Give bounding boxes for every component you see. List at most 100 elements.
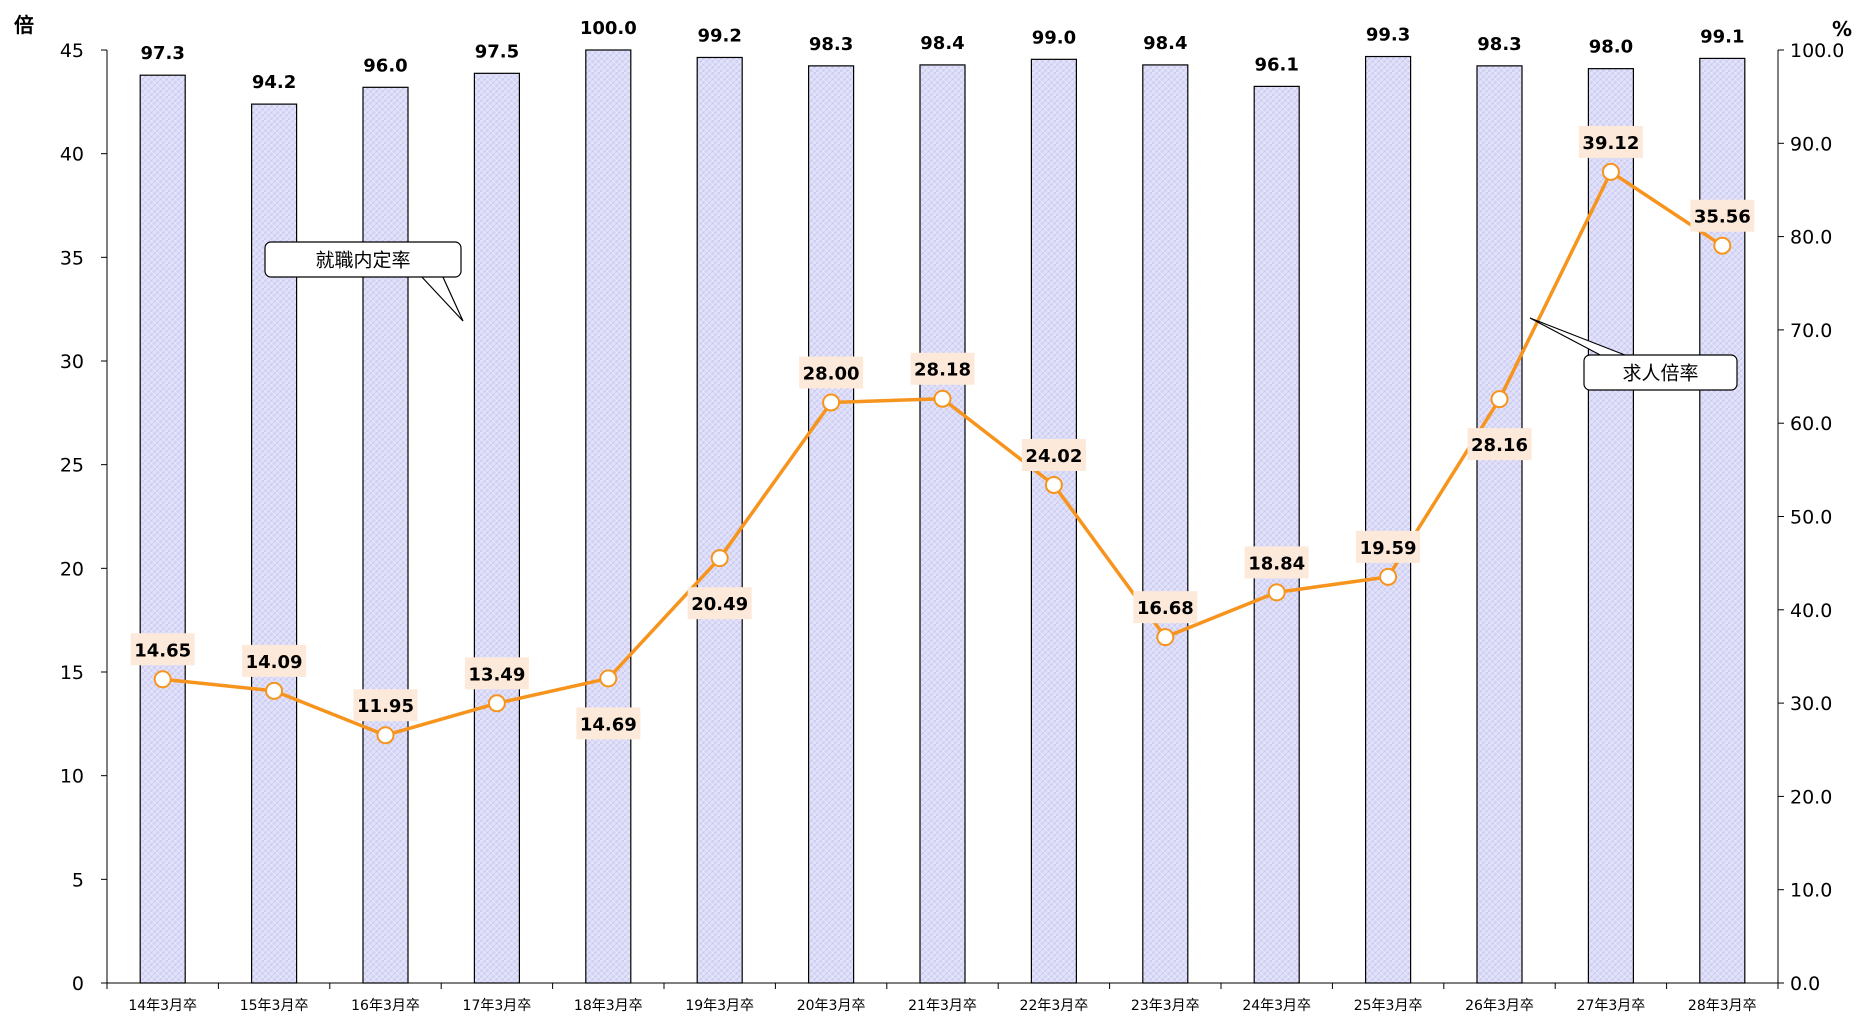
axes: 0 5 10 15 20 25 30 35 40 45 0.0 10.0 20.0 30.0 40.0 50.… [14,13,1852,1014]
line-value-label: 19.59 [1360,538,1417,559]
line-value-label: 16.68 [1137,598,1194,619]
left-tick-label: 5 [72,869,84,891]
line-point [933,389,952,408]
line-label-box [1467,428,1532,461]
line-value-label: 24.02 [1025,446,1082,467]
line-value-label: 14.09 [246,652,303,673]
right-tick-label: 50.0 [1790,507,1832,529]
left-tick-label: 25 [60,455,84,477]
right-tick-label: 10.0 [1790,880,1832,902]
bar-value-label: 99.2 [697,25,741,46]
line-value-label: 28.18 [914,360,971,381]
line-point [376,726,395,745]
line-value-label: 14.69 [580,714,637,735]
line-series-callout-text: 求人倍率 [1622,363,1698,385]
line-label-box [1578,125,1643,158]
x-tick-label: 19年3月卒 [685,998,754,1014]
left-tick-label: 15 [60,662,84,684]
x-tick-label: 17年3月卒 [463,998,532,1014]
right-tick-label: 20.0 [1790,786,1832,808]
x-tick-label: 24年3月卒 [1242,998,1311,1014]
line-point [487,694,506,713]
bar-14年3月卒 [139,74,186,984]
left-tick-label: 40 [60,144,84,166]
right-tick-label: 30.0 [1790,693,1832,715]
x-tick-label: 23年3月卒 [1131,998,1200,1014]
line-label-box [910,352,975,385]
bar-25年3月卒 [1364,55,1412,984]
bar-value-label: 99.0 [1032,27,1076,48]
line-label-box [687,587,752,620]
bar-24年3月卒 [1253,85,1300,984]
x-tick-label: 14年3月卒 [128,998,197,1014]
line-point [1267,583,1286,602]
line-value-label: 39.12 [1582,133,1639,154]
line-point [1713,236,1732,255]
bar-21年3月卒 [919,64,966,984]
x-tick-label: 27年3月卒 [1577,998,1646,1014]
line-point [1490,390,1509,409]
line-point [265,681,284,700]
line-value-label: 28.16 [1471,435,1528,456]
line-label-box [1690,199,1755,232]
bar-value-label: 98.4 [1143,33,1187,54]
line-point [1156,628,1175,647]
right-tick-label: 80.0 [1790,227,1832,249]
line-label-box [1021,438,1086,471]
bar-value-label: 98.0 [1589,37,1633,58]
line-point [822,393,841,412]
left-tick-label: 10 [60,766,84,788]
bar-series-callout-box [264,241,462,278]
line-series [153,162,1732,745]
line-label-box [130,633,195,666]
bar-26年3月卒 [1476,65,1523,984]
line-point [1379,567,1398,586]
bar-series [139,49,1746,984]
x-tick-label: 15年3月卒 [240,998,309,1014]
right-tick-label: 100.0 [1790,40,1844,62]
bar-value-label: 98.4 [920,33,964,54]
right-tick-label: 90.0 [1790,133,1832,155]
bar-17年3月卒 [473,72,520,984]
line-label-box [464,657,529,690]
line-label-box [576,707,641,740]
bar-value-label: 97.5 [475,41,519,62]
bar-series-callout-text: 就職内定率 [315,250,410,272]
line-point [599,669,618,688]
x-tick-label: 25年3月卒 [1354,998,1423,1014]
x-tick-label: 22年3月卒 [1020,998,1089,1014]
right-axis-unit: % [1832,17,1852,41]
line-label-box [1356,530,1421,563]
bar-value-label: 98.3 [1477,34,1521,55]
left-axis-unit: 倍 [14,13,34,37]
bar-28年3月卒 [1699,57,1746,984]
bar-15年3月卒 [251,103,298,984]
data-labels: 97.3 94.2 96.0 97.5 100.0 99.2 98.3 98.4 99.0 98.… [130,18,1755,740]
bar-18年3月卒 [585,49,632,984]
x-tick-label: 28年3月卒 [1688,998,1757,1014]
left-tick-label: 45 [60,40,84,62]
line-label-box [242,644,307,677]
bar-23年3月卒 [1142,64,1189,984]
bar-value-label: 97.3 [140,43,184,64]
line-point [153,670,172,689]
left-tick-label: 20 [60,558,84,580]
line-value-label: 20.49 [691,594,748,615]
bar-19年3月卒 [696,56,743,984]
line-point [1601,162,1620,181]
bar-16年3月卒 [362,86,409,984]
x-tick-label: 20年3月卒 [797,998,866,1014]
line-value-label: 14.65 [134,640,191,661]
left-tick-label: 35 [60,247,84,269]
left-tick-label: 0 [72,973,84,995]
x-tick-label: 16年3月卒 [351,998,420,1014]
x-tick-label: 18年3月卒 [574,998,643,1014]
bar-value-label: 99.1 [1700,26,1744,47]
line-label-box [1244,546,1309,579]
bar-22年3月卒 [1030,58,1078,984]
line-label-box [353,689,418,722]
x-tick-label: 26年3月卒 [1465,998,1534,1014]
